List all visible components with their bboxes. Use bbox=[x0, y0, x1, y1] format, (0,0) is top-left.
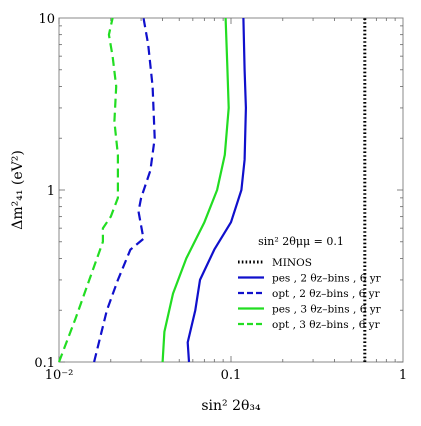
x-tick-label: 10⁻² bbox=[45, 368, 74, 383]
y-axis-title: Δm²₄₁ (eV²) bbox=[10, 150, 26, 230]
legend-title: sin² 2θμμ = 0.1 bbox=[258, 235, 344, 248]
series-layer bbox=[57, 17, 367, 363]
series-line-4 bbox=[161, 17, 230, 363]
y-tick-label: 10 bbox=[38, 12, 55, 27]
ticks-layer bbox=[58, 18, 403, 363]
y-tick-label: 1 bbox=[47, 184, 55, 199]
x-tick-label: 1 bbox=[399, 368, 407, 383]
legend-label: opt , 2 θz–bins , 6 yr bbox=[272, 288, 381, 300]
series-line-3 bbox=[93, 17, 156, 363]
x-axis-title: sin² 2θ₃₄ bbox=[201, 398, 261, 414]
legend-label: MINOS bbox=[272, 257, 312, 269]
legend-label: pes , 2 θz–bins , 6 yr bbox=[272, 273, 382, 285]
x-tick-label: 0.1 bbox=[221, 368, 242, 383]
legend-items: MINOS pes , 2 θz–bins , 6 yr opt , 2 θz–bi… bbox=[238, 257, 382, 331]
series-line-2 bbox=[186, 17, 247, 363]
series-line-5 bbox=[57, 17, 120, 363]
y-tick-label: 0.1 bbox=[34, 356, 55, 371]
legend-label: pes , 3 θz–bins , 6 yr bbox=[272, 304, 382, 316]
legend-label: opt , 3 θz–bins , 6 yr bbox=[272, 319, 381, 331]
legend: sin² 2θμμ = 0.1 MINOS pes , 2 θz–bins , 6… bbox=[238, 235, 382, 331]
